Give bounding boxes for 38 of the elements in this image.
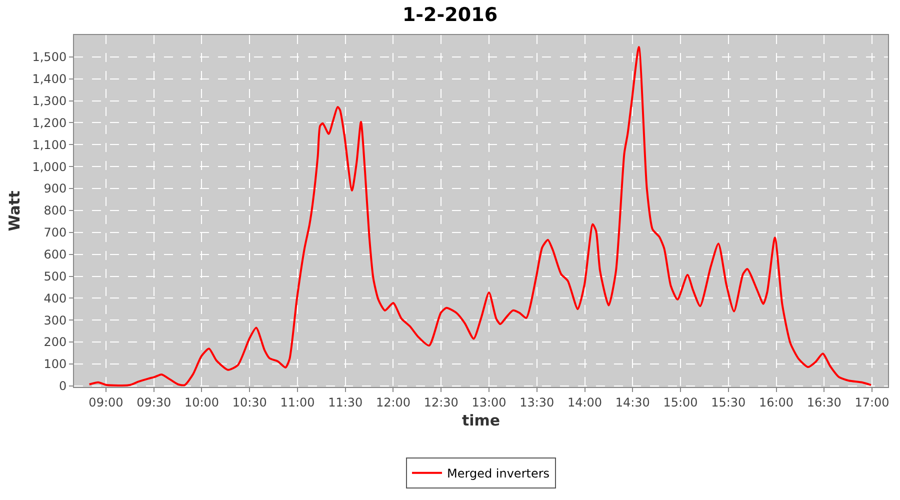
y-tick-label: 1,100 bbox=[32, 138, 67, 152]
y-tick-label: 1,000 bbox=[32, 160, 67, 174]
x-tick-label: 16:30 bbox=[806, 395, 842, 410]
x-tick-label: 15:30 bbox=[711, 395, 746, 410]
y-tick-label: 800 bbox=[44, 204, 67, 218]
x-tick-label: 12:00 bbox=[376, 395, 411, 410]
x-tick-label: 17:00 bbox=[854, 395, 890, 410]
y-tick-label: 1,200 bbox=[32, 116, 67, 130]
y-tick-label: 1,500 bbox=[32, 50, 67, 64]
x-tick-label: 11:00 bbox=[280, 395, 315, 410]
y-axis-title: Watt bbox=[5, 190, 24, 232]
y-tick-label: 700 bbox=[44, 226, 67, 240]
x-tick-label: 14:00 bbox=[567, 395, 602, 410]
y-tick-label: 500 bbox=[44, 269, 67, 284]
x-tick-label: 13:30 bbox=[520, 395, 554, 410]
y-tick-label: 300 bbox=[44, 313, 67, 328]
y-tick-label: 1,400 bbox=[32, 72, 67, 86]
y-tick-label: 600 bbox=[44, 248, 67, 262]
x-tick-label: 09:00 bbox=[88, 395, 124, 410]
y-tick-label: 100 bbox=[44, 357, 67, 372]
x-tick-label: 10:00 bbox=[184, 395, 220, 410]
x-tick-label: 10:30 bbox=[232, 395, 267, 410]
y-tick-label: 400 bbox=[44, 291, 67, 306]
x-tick-label: 12:30 bbox=[424, 395, 458, 410]
legend-label: Merged inverters bbox=[447, 466, 550, 481]
y-tick-label: 0 bbox=[58, 379, 67, 394]
chart-title: 1-2-2016 bbox=[402, 4, 498, 26]
y-tick-label: 200 bbox=[44, 335, 67, 350]
x-tick-label: 13:00 bbox=[472, 395, 506, 410]
x-tick-label: 15:00 bbox=[663, 395, 698, 410]
x-tick-label: 14:30 bbox=[615, 395, 650, 410]
x-tick-label: 16:00 bbox=[758, 395, 794, 410]
line-series bbox=[88, 46, 872, 386]
x-tick-label: 11:30 bbox=[328, 395, 363, 410]
y-tick-label: 1,300 bbox=[32, 94, 67, 108]
y-tick-label: 900 bbox=[44, 182, 67, 196]
x-tick-label: 09:30 bbox=[136, 395, 172, 410]
x-axis-title: time bbox=[462, 411, 500, 430]
